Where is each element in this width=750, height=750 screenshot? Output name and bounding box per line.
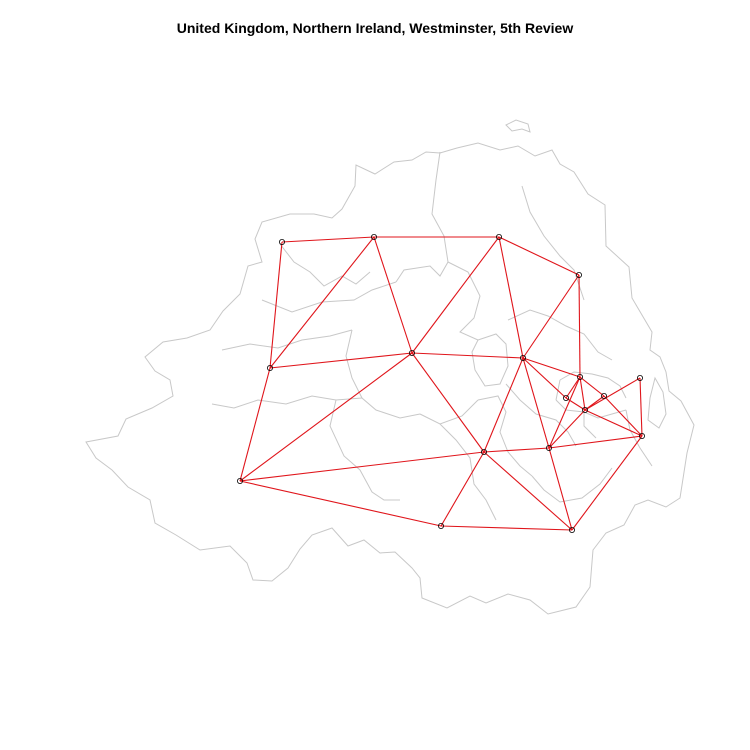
edge	[239, 352, 413, 482]
boundary-fermanagh-north	[211, 395, 363, 409]
node	[569, 527, 576, 534]
node	[520, 354, 527, 361]
edge	[579, 376, 586, 411]
edge	[639, 377, 643, 437]
node	[370, 233, 377, 240]
boundary-newry-armagh	[439, 423, 497, 521]
boundary-antrim-south	[507, 309, 613, 361]
lough-neagh	[471, 333, 509, 387]
edge	[603, 395, 643, 437]
edge	[522, 357, 581, 378]
edge	[269, 236, 375, 369]
node	[278, 238, 285, 245]
node	[582, 406, 589, 413]
node	[576, 271, 583, 278]
edge	[281, 236, 375, 243]
edge	[373, 236, 413, 354]
edge	[548, 435, 643, 449]
edge	[440, 525, 573, 531]
coastline-outline	[85, 142, 695, 615]
edge	[239, 367, 271, 482]
edge	[239, 451, 485, 482]
edge	[522, 274, 580, 359]
node	[637, 374, 644, 381]
edge	[548, 409, 586, 449]
edge	[483, 357, 524, 453]
node	[601, 392, 608, 399]
boundary-west-tyrone-north	[221, 329, 353, 351]
boundary-belfast-west	[555, 379, 597, 439]
boundary-strangford	[625, 409, 653, 467]
boundary-upper-bann	[477, 395, 533, 477]
edge	[411, 236, 500, 354]
edge	[498, 236, 524, 359]
boundary-fermanagh-east	[329, 399, 400, 501]
boundary-derry-south	[261, 281, 397, 313]
boundary-lagan-valley	[505, 383, 577, 447]
edge	[579, 376, 605, 397]
edge	[548, 447, 573, 531]
strangford-lough	[647, 376, 667, 429]
rathlin-island	[505, 119, 531, 133]
edge	[269, 241, 283, 369]
boundary-lines	[85, 119, 695, 615]
boundary-south-down	[531, 467, 613, 503]
node	[546, 444, 553, 451]
boundary-mid-ulster	[419, 399, 479, 425]
node	[437, 523, 444, 530]
boundary-belfast-north	[559, 371, 627, 399]
edge	[522, 357, 550, 449]
edge	[440, 451, 485, 527]
edge	[483, 451, 573, 531]
node	[236, 477, 243, 484]
node	[495, 233, 502, 240]
edge	[483, 447, 550, 453]
map-title: United Kingdom, Northern Ireland, Westmi…	[176, 20, 574, 36]
edge	[571, 435, 643, 531]
node	[563, 394, 570, 401]
edge	[578, 274, 581, 378]
edge	[584, 377, 641, 411]
edge	[411, 352, 485, 453]
boundary-belfast-south	[555, 399, 627, 419]
centroid-nodes	[236, 233, 646, 534]
edge	[565, 376, 581, 399]
node	[577, 373, 584, 380]
edge	[522, 357, 567, 399]
neighbour-edges	[239, 236, 643, 531]
edge	[584, 409, 643, 437]
edge	[548, 376, 581, 449]
boundary-foyle-east	[279, 243, 371, 287]
boundary-antrim-north-west	[447, 261, 481, 341]
edge	[239, 480, 442, 527]
edge	[565, 397, 586, 411]
boundary-antrim-north-east	[521, 185, 585, 301]
boundary-londonderry-east	[395, 151, 449, 283]
edge	[498, 236, 580, 276]
node	[266, 364, 273, 371]
node	[639, 432, 646, 439]
node	[480, 448, 487, 455]
edge	[411, 352, 524, 359]
node	[408, 349, 415, 356]
edge	[269, 352, 413, 369]
